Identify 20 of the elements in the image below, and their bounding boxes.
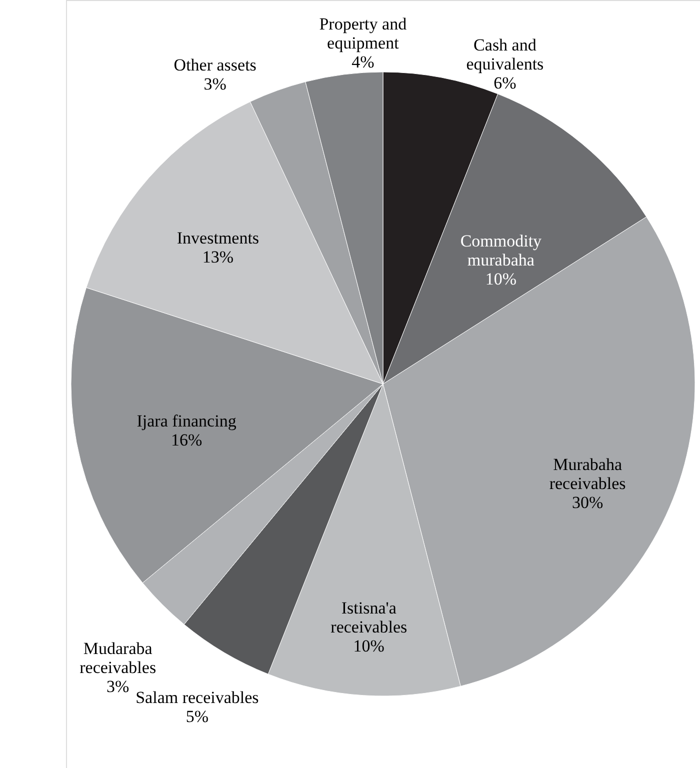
- data-label: 16%: [170, 430, 202, 450]
- data-label: 3%: [106, 677, 130, 696]
- data-label: 6%: [494, 73, 516, 92]
- data-label: 13%: [202, 248, 234, 267]
- slice-label: Property and equipment: [319, 14, 408, 53]
- slice-label: Mudaraba receivables: [80, 639, 156, 678]
- slice-label: Commodity murabaha: [460, 231, 542, 270]
- slice-label: Istisna'a receivables: [330, 598, 408, 637]
- data-label: 3%: [204, 74, 226, 94]
- slice-label: Murabaha receivables: [549, 454, 626, 493]
- slice-label: Cash and equivalents: [466, 35, 544, 74]
- data-label: 4%: [352, 52, 374, 72]
- data-label: 5%: [186, 707, 209, 726]
- slice-label: Other assets: [174, 56, 256, 75]
- data-label: 10%: [353, 636, 384, 656]
- slice-label: Ijara financing: [136, 411, 237, 430]
- slice-label: Salam receivables: [136, 688, 259, 708]
- data-label: 30%: [572, 492, 604, 512]
- data-label: 10%: [485, 269, 517, 288]
- slice-label: Investments: [176, 228, 260, 248]
